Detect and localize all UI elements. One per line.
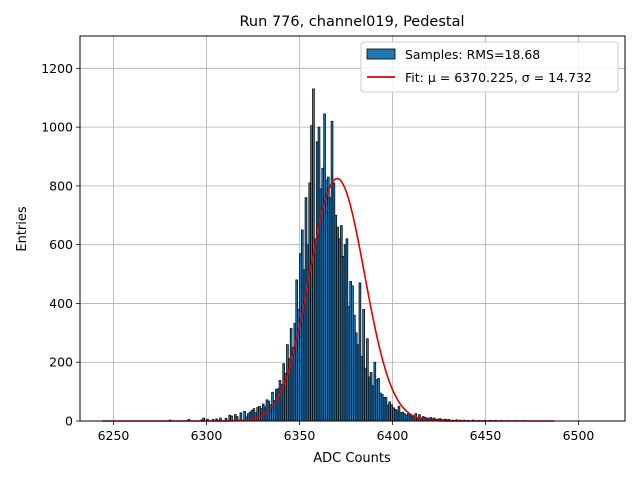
y-tick-label: 400: [49, 296, 73, 311]
legend-label-samples: Samples: RMS=18.68: [405, 47, 540, 62]
y-tick-label: 1000: [41, 120, 73, 135]
histogram-bars: [168, 88, 525, 422]
y-tick-label: 200: [49, 355, 73, 370]
x-tick-label: 6400: [377, 428, 409, 443]
x-tick-label: 6500: [563, 428, 595, 443]
chart-title: Run 776, channel019, Pedestal: [239, 14, 464, 30]
x-tick-label: 6300: [191, 428, 223, 443]
legend-swatch-samples: [366, 48, 396, 60]
legend-box: [360, 41, 619, 93]
x-tick-label: 6250: [98, 428, 130, 443]
legend-label-fit: Fit: μ = 6370.225, σ = 14.732: [405, 70, 592, 85]
y-tick-label: 1200: [41, 61, 73, 76]
y-axis-ticks: 0 200 400 600 800 1000 1200: [41, 61, 80, 429]
y-axis-label: Entries: [15, 206, 30, 252]
plot-frame: [79, 35, 626, 422]
x-tick-label: 6350: [284, 428, 316, 443]
y-tick-label: 0: [65, 414, 73, 429]
legend: Samples: RMS=18.68 Fit: μ = 6370.225, σ …: [360, 41, 619, 93]
y-tick-label: 600: [49, 237, 73, 252]
y-tick-label: 800: [49, 178, 73, 193]
x-axis-ticks: 6250 6300 6350 6400 6450 6500: [98, 421, 595, 443]
x-tick-label: 6450: [470, 428, 502, 443]
x-axis-label: ADC Counts: [313, 451, 391, 466]
